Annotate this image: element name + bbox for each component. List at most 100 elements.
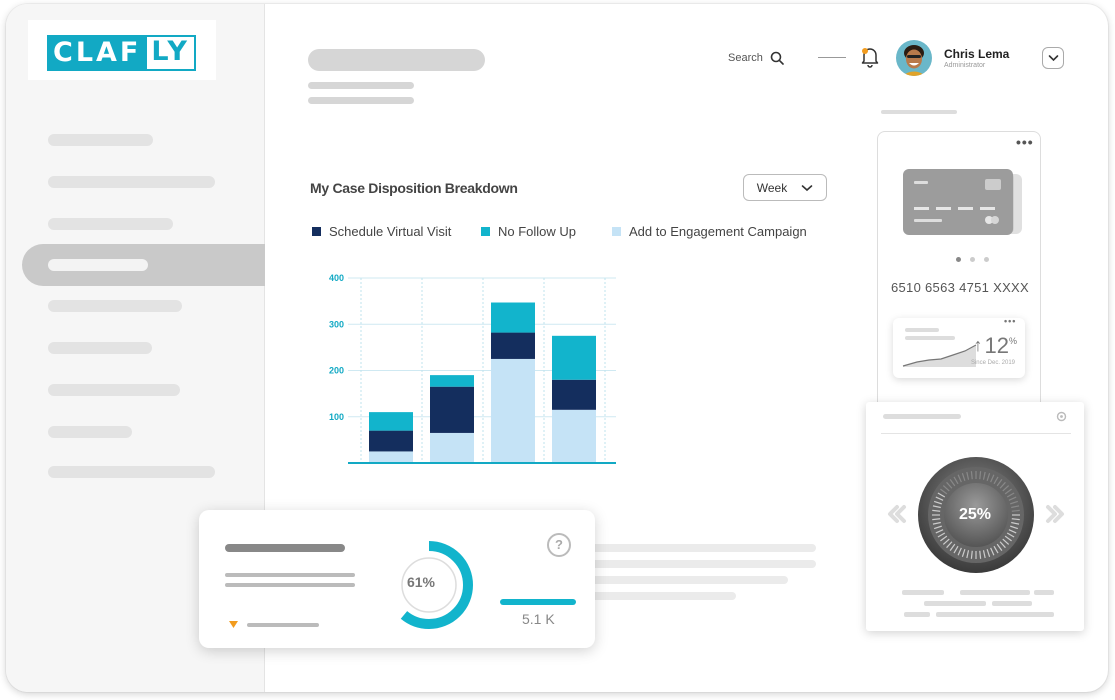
dial-tick	[986, 472, 991, 481]
period-label: Week	[756, 180, 788, 195]
dial-tick	[961, 472, 966, 481]
placeholder-line	[960, 590, 1030, 595]
donut-arc	[385, 541, 473, 629]
user-name: Chris Lema	[944, 47, 1010, 61]
dial-tick	[953, 545, 959, 554]
dial-tick	[996, 543, 1003, 551]
card-chip-icon	[985, 179, 1001, 190]
sidebar-item-8[interactable]	[48, 426, 132, 438]
growth-sparkline	[902, 344, 977, 367]
sidebar-item-1[interactable]	[48, 134, 153, 146]
brand-logo: CLAF LY	[47, 35, 196, 71]
thermostat-dial[interactable]	[917, 456, 1035, 574]
card-panel-title-placeholder	[881, 110, 957, 114]
dial-tick	[1002, 485, 1010, 492]
card-name-line	[914, 219, 942, 222]
legend-item-schedule: Schedule Virtual Visit	[312, 224, 451, 239]
dial-tick	[940, 535, 948, 542]
bar-segment	[369, 430, 413, 452]
dial-tick	[946, 481, 953, 489]
user-menu-toggle[interactable]	[1042, 47, 1064, 69]
more-options-icon[interactable]: •••	[1004, 316, 1017, 326]
sidebar-item-7[interactable]	[48, 384, 180, 396]
dial-tick	[937, 492, 946, 498]
search-area[interactable]: Search	[728, 51, 784, 65]
help-icon[interactable]: ?	[547, 533, 571, 557]
dial-tick	[1010, 525, 1019, 530]
bar-segment	[552, 335, 596, 380]
dial-tick	[993, 545, 999, 554]
dial-tick	[957, 474, 962, 483]
logo-container: CLAF LY	[28, 20, 216, 80]
placeholder-line	[247, 623, 319, 627]
legend-swatch-nofollow	[481, 227, 490, 236]
carousel-dot-active[interactable]	[956, 257, 961, 262]
logo-part-2: LY	[145, 35, 196, 71]
card-logo-circle-1	[985, 216, 993, 224]
sidebar-item-active-label	[48, 259, 148, 271]
sidebar-item-6[interactable]	[48, 342, 152, 354]
chevron-left-icon[interactable]	[886, 504, 908, 524]
chevron-right-icon[interactable]	[1044, 504, 1066, 524]
dial-tick	[949, 479, 956, 487]
credit-card[interactable]	[903, 169, 1013, 235]
dial-tick	[961, 549, 966, 558]
stacked-bar-chart: 100 200 300 400	[329, 273, 616, 464]
placeholder-line	[588, 576, 788, 584]
count-bar	[500, 599, 576, 605]
dial-tick	[999, 541, 1006, 549]
dial-tick	[1011, 518, 1020, 521]
donut-chart	[385, 541, 473, 629]
dial-tick	[942, 485, 950, 492]
search-label: Search	[728, 52, 763, 64]
placeholder-line	[588, 544, 816, 552]
period-dropdown[interactable]: Week	[743, 174, 827, 201]
card-number: 6510 6563 4751 XXXX	[891, 280, 1029, 295]
placeholder-line	[902, 590, 944, 595]
sidebar-item-2[interactable]	[48, 176, 215, 188]
y-tick-label: 400	[329, 273, 344, 283]
dial-tick	[1010, 500, 1019, 505]
settings-icon[interactable]	[1056, 411, 1067, 422]
more-options-icon[interactable]: •••	[1016, 134, 1034, 150]
growth-card: ••• ↑ 12 % Since Dec. 2019	[893, 316, 1025, 378]
sidebar-item-active[interactable]	[22, 244, 265, 286]
bar-segment	[491, 332, 535, 359]
dial-tick	[1008, 529, 1017, 534]
y-tick-label: 300	[329, 319, 344, 329]
bell-icon[interactable]	[860, 46, 880, 68]
growth-card-subtitle-placeholder	[905, 336, 955, 340]
dial-tick	[935, 496, 944, 501]
sidebar-item-9[interactable]	[48, 466, 215, 478]
dial-tick	[993, 476, 999, 485]
search-icon[interactable]	[770, 51, 784, 65]
bar-segment	[552, 409, 596, 463]
dial-tick	[982, 550, 986, 559]
bar-segment	[430, 375, 474, 387]
dial-tick	[946, 541, 953, 549]
dial-tick	[935, 529, 944, 534]
dial-tick	[990, 547, 995, 556]
bar-segment	[430, 386, 474, 433]
caret-down-icon	[229, 621, 238, 628]
sidebar-item-5[interactable]	[48, 300, 182, 312]
dial-tick	[1002, 538, 1010, 545]
thermostat-title-placeholder	[883, 414, 961, 419]
carousel-dot[interactable]	[970, 257, 975, 262]
bar-segment	[369, 451, 413, 463]
legend-swatch-schedule	[312, 227, 321, 236]
placeholder-line	[924, 601, 986, 606]
card-logo-circle-2	[991, 216, 999, 224]
logo-part-1: CLAF	[47, 35, 146, 71]
dial-tick	[1011, 509, 1020, 512]
dial-tick	[932, 509, 941, 512]
sidebar: CLAF LY	[6, 4, 265, 692]
dial-tick	[966, 471, 970, 480]
dial-tick	[996, 479, 1003, 487]
chevron-down-icon	[1048, 55, 1058, 62]
carousel-dot[interactable]	[984, 257, 989, 262]
sidebar-item-3[interactable]	[48, 218, 173, 230]
card-line	[914, 181, 928, 184]
dial-tick	[957, 547, 962, 556]
avatar[interactable]	[896, 40, 932, 76]
